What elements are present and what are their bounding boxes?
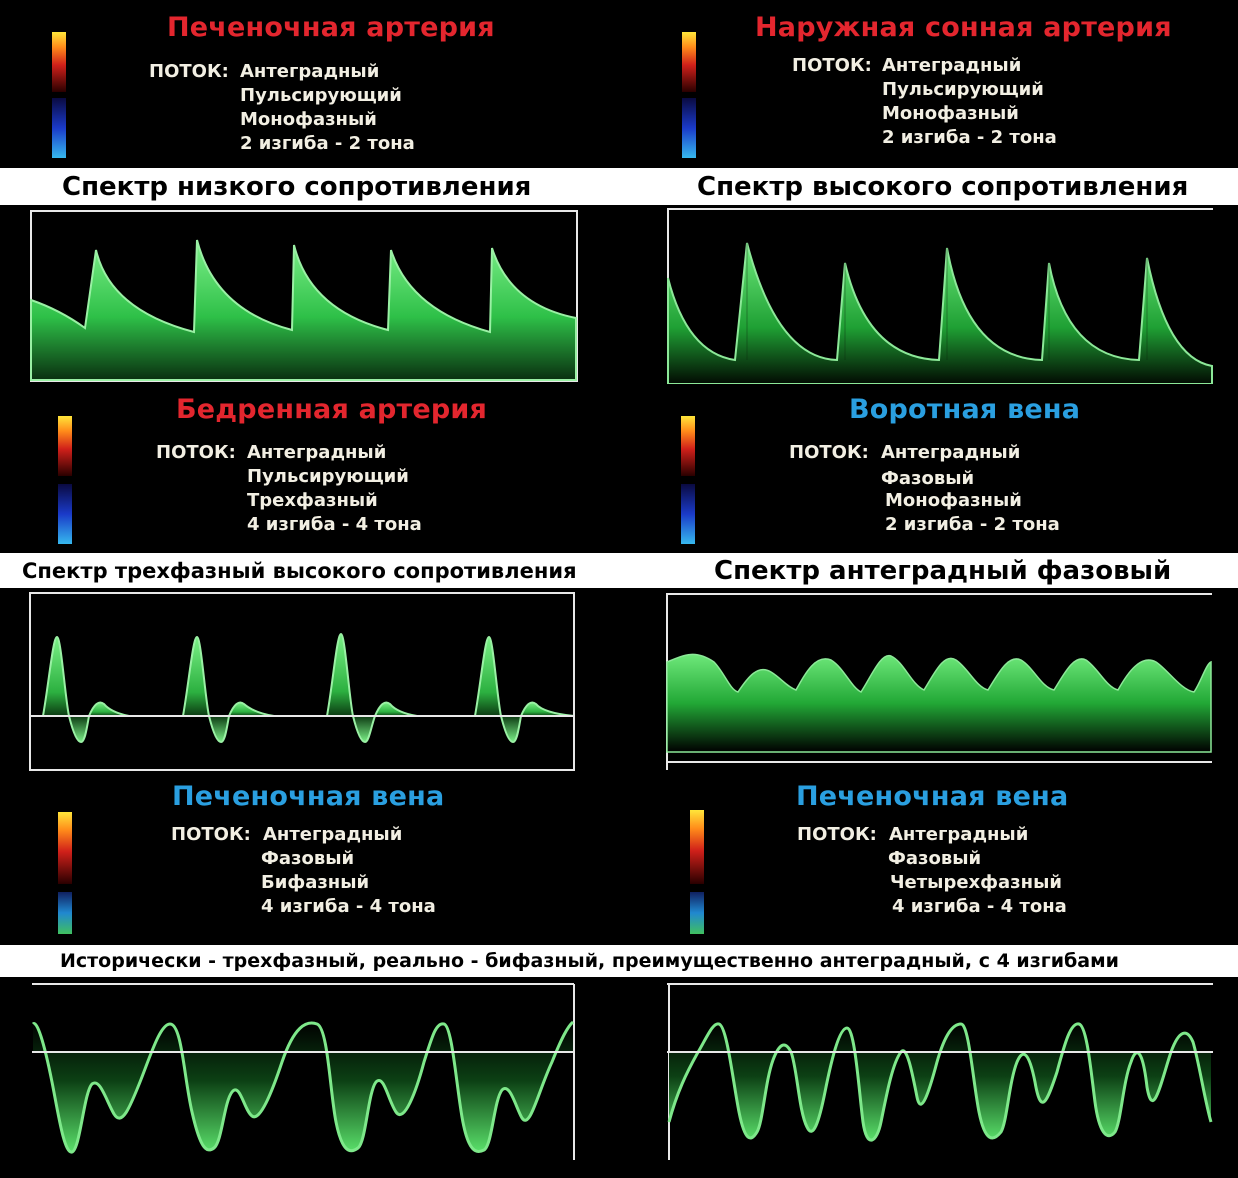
flow-bends: 2 изгиба - 2 тона — [882, 127, 1057, 148]
flow-label: ПОТОК: — [171, 824, 251, 845]
color-scale-cold — [682, 98, 696, 158]
flow-info-portal-vein: ПОТОК: Антеградный Фазовый Монофазный 2 … — [789, 442, 1119, 542]
flow-direction: Антеградный — [889, 824, 1029, 845]
flow-direction: Антеградный — [240, 61, 380, 82]
flow-bends: 4 изгиба - 4 тона — [247, 514, 422, 535]
panel-title-hepatic-vein-left: Печеночная вена — [172, 781, 445, 812]
color-scale-warm — [681, 416, 695, 476]
flow-phasicity: Монофазный — [240, 109, 377, 130]
waveform-hepatic-vein-left — [32, 983, 575, 1160]
color-scale-cold — [690, 892, 704, 934]
flow-pulsatility: Фазовый — [261, 848, 355, 869]
flow-info-femoral-artery: ПОТОК: Антеградный Пульсирующий Трехфазн… — [156, 442, 486, 542]
caption-bar-row3: Исторически - трехфазный, реально - бифа… — [0, 945, 1238, 977]
flow-info-hepatic-artery: ПОТОК: Антеградный Пульсирующий Монофазн… — [149, 61, 479, 161]
color-scale-cold — [52, 98, 66, 158]
caption-high-resistance: Спектр высокого сопротивления — [697, 171, 1189, 202]
caption-antegrade-phasic: Спектр антеградный фазовый — [714, 555, 1172, 586]
waveform-triphasic — [29, 592, 575, 771]
flow-phasicity: Монофазный — [882, 103, 1019, 124]
waveform-hepatic-vein-right — [667, 983, 1213, 1160]
flow-info-hepatic-vein-right: ПОТОК: Антеградный Фазовый Четырехфазный… — [797, 824, 1127, 924]
flow-phasicity: Четырехфазный — [890, 872, 1062, 893]
flow-pulsatility: Пульсирующий — [882, 79, 1044, 100]
flow-info-external-carotid: ПОТОК: Антеградный Пульсирующий Монофазн… — [792, 55, 1122, 155]
flow-label: ПОТОК: — [156, 442, 236, 463]
flow-direction: Антеградный — [882, 55, 1022, 76]
color-scale-cold — [58, 484, 72, 544]
caption-low-resistance: Спектр низкого сопротивления — [62, 171, 532, 202]
flow-label: ПОТОК: — [797, 824, 877, 845]
panel-title-femoral-artery: Бедренная артерия — [176, 394, 488, 425]
flow-label: ПОТОК: — [792, 55, 872, 76]
caption-bar-row2: Спектр трехфазный высокого сопротивления… — [0, 553, 1238, 588]
caption-bar-row1: Спектр низкого сопротивления Спектр высо… — [0, 168, 1238, 205]
panel-title-portal-vein: Воротная вена — [849, 394, 1081, 425]
flow-direction: Антеградный — [263, 824, 403, 845]
flow-info-hepatic-vein-left: ПОТОК: Антеградный Фазовый Бифазный 4 из… — [171, 824, 501, 924]
flow-direction: Антеградный — [247, 442, 387, 463]
flow-phasicity: Трехфазный — [247, 490, 378, 511]
caption-triphasic: Спектр трехфазный высокого сопротивления — [22, 558, 577, 583]
flow-label: ПОТОК: — [789, 442, 869, 463]
flow-bends: 2 изгиба - 2 тона — [885, 514, 1060, 535]
color-scale-cold — [58, 892, 72, 934]
panel-title-external-carotid: Наружная сонная артерия — [755, 12, 1172, 43]
flow-bends: 2 изгиба - 2 тона — [240, 133, 415, 154]
color-scale-warm — [52, 32, 66, 92]
flow-bends: 4 изгиба - 4 тона — [261, 896, 436, 917]
flow-direction: Антеградный — [881, 442, 1021, 463]
flow-phasicity: Монофазный — [885, 490, 1022, 511]
color-scale-warm — [690, 810, 704, 884]
panel-title-hepatic-artery: Печеночная артерия — [167, 12, 495, 43]
flow-pulsatility: Пульсирующий — [240, 85, 402, 106]
flow-pulsatility: Фазовый — [881, 468, 975, 489]
waveform-low-resistance — [30, 210, 578, 382]
panel-title-hepatic-vein-right: Печеночная вена — [796, 781, 1069, 812]
flow-pulsatility: Фазовый — [888, 848, 982, 869]
color-scale-cold — [681, 484, 695, 544]
color-scale-warm — [58, 416, 72, 476]
color-scale-warm — [682, 32, 696, 92]
caption-historical: Исторически - трехфазный, реально - бифа… — [60, 950, 1119, 972]
flow-bends: 4 изгиба - 4 тона — [892, 896, 1067, 917]
waveform-antegrade-phasic — [666, 593, 1212, 770]
waveform-high-resistance — [667, 208, 1213, 384]
color-scale-warm — [58, 812, 72, 884]
flow-label: ПОТОК: — [149, 61, 229, 82]
flow-phasicity: Бифазный — [261, 872, 370, 893]
flow-pulsatility: Пульсирующий — [247, 466, 409, 487]
